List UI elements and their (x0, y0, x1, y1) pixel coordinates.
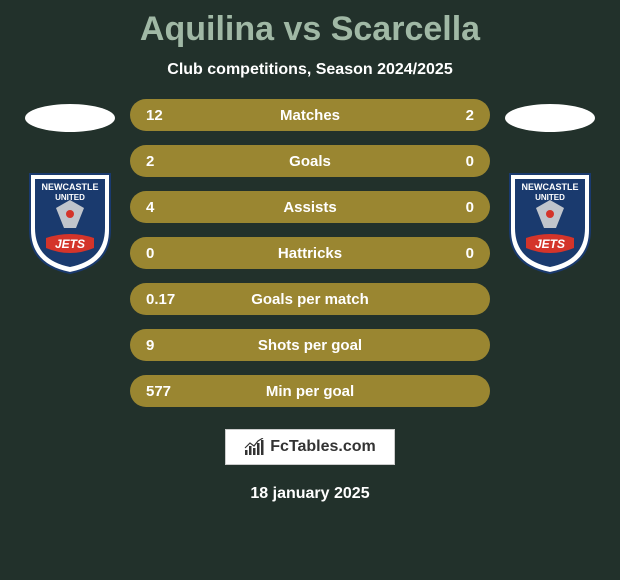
stat-value-left: 9 (146, 337, 196, 354)
stat-label: Goals per match (251, 291, 369, 308)
page-subtitle: Club competitions, Season 2024/2025 (167, 61, 452, 79)
stat-value-left: 577 (146, 383, 196, 400)
stat-row-assists: 4 Assists 0 (130, 191, 490, 223)
right-side: NEWCASTLE UNITED JETS (500, 99, 600, 277)
svg-text:JETS: JETS (535, 237, 565, 251)
page-title: Aquilina vs Scarcella (140, 10, 480, 49)
stat-value-right: 2 (424, 107, 474, 124)
branding-box[interactable]: FcTables.com (225, 429, 395, 465)
stat-value-left: 2 (146, 153, 196, 170)
stat-row-hattricks: 0 Hattricks 0 (130, 237, 490, 269)
stat-label: Min per goal (266, 383, 354, 400)
stat-row-shots-per-goal: 9 Shots per goal (130, 329, 490, 361)
shield-icon: NEWCASTLE UNITED JETS (26, 170, 114, 275)
svg-text:NEWCASTLE: NEWCASTLE (522, 182, 579, 192)
stat-label: Hattricks (278, 245, 342, 262)
stat-row-matches: 12 Matches 2 (130, 99, 490, 131)
player-photo-left (25, 104, 115, 132)
stat-label: Goals (289, 153, 331, 170)
stat-label: Matches (280, 107, 340, 124)
team-crest-right: NEWCASTLE UNITED JETS (505, 167, 595, 277)
stat-value-left: 0 (146, 245, 196, 262)
svg-text:JETS: JETS (55, 237, 85, 251)
stat-value-right: 0 (424, 199, 474, 216)
stat-row-min-per-goal: 577 Min per goal (130, 375, 490, 407)
player-photo-right (505, 104, 595, 132)
stat-value-left: 0.17 (146, 291, 196, 308)
svg-text:NEWCASTLE: NEWCASTLE (42, 182, 99, 192)
content-row: NEWCASTLE UNITED JETS 12 Matches 2 2 Goa… (0, 99, 620, 407)
stat-label: Assists (283, 199, 336, 216)
stats-column: 12 Matches 2 2 Goals 0 4 Assists 0 0 Hat… (130, 99, 490, 407)
stat-value-left: 12 (146, 107, 196, 124)
chart-icon (244, 438, 264, 456)
stat-value-left: 4 (146, 199, 196, 216)
left-side: NEWCASTLE UNITED JETS (20, 99, 120, 277)
stat-label: Shots per goal (258, 337, 362, 354)
stat-row-goals-per-match: 0.17 Goals per match (130, 283, 490, 315)
shield-icon: NEWCASTLE UNITED JETS (506, 170, 594, 275)
stat-value-right: 0 (424, 245, 474, 262)
team-crest-left: NEWCASTLE UNITED JETS (25, 167, 115, 277)
stat-row-goals: 2 Goals 0 (130, 145, 490, 177)
branding-text: FcTables.com (270, 438, 376, 456)
date-text: 18 january 2025 (250, 485, 369, 503)
stat-value-right: 0 (424, 153, 474, 170)
